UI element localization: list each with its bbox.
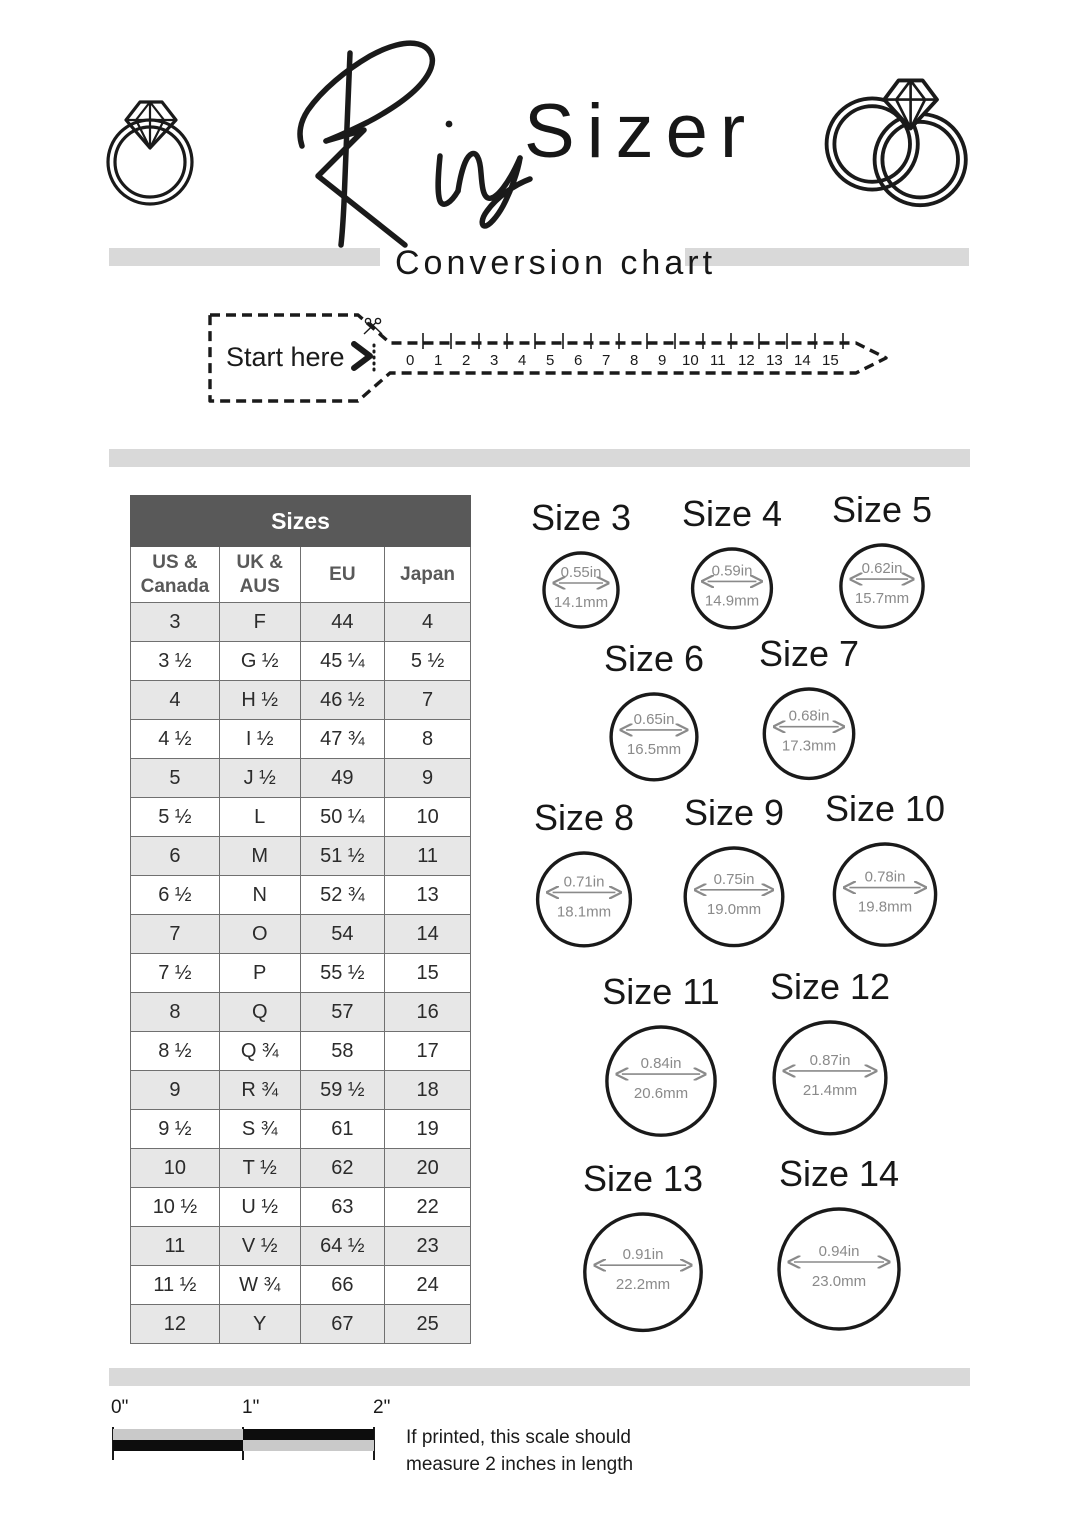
svg-text:19.0mm: 19.0mm <box>707 901 761 918</box>
svg-text:0.55in: 0.55in <box>561 564 602 581</box>
svg-text:14.1mm: 14.1mm <box>554 594 608 611</box>
svg-text:23.0mm: 23.0mm <box>812 1273 866 1290</box>
svg-text:17.3mm: 17.3mm <box>782 738 836 755</box>
svg-text:15.7mm: 15.7mm <box>855 590 909 607</box>
svg-text:0.65in: 0.65in <box>634 711 675 728</box>
svg-text:0.62in: 0.62in <box>862 560 903 577</box>
svg-text:0.75in: 0.75in <box>714 871 755 888</box>
svg-text:0.94in: 0.94in <box>819 1243 860 1260</box>
svg-text:19.8mm: 19.8mm <box>858 899 912 916</box>
svg-text:0.59in: 0.59in <box>712 562 753 579</box>
svg-text:0.87in: 0.87in <box>810 1052 851 1069</box>
svg-text:20.6mm: 20.6mm <box>634 1085 688 1102</box>
svg-text:0.71in: 0.71in <box>564 873 605 890</box>
svg-text:0.68in: 0.68in <box>789 708 830 725</box>
svg-text:22.2mm: 22.2mm <box>616 1276 670 1293</box>
svg-text:14.9mm: 14.9mm <box>705 592 759 609</box>
svg-text:21.4mm: 21.4mm <box>803 1082 857 1099</box>
svg-text:16.5mm: 16.5mm <box>627 741 681 758</box>
svg-text:0.84in: 0.84in <box>641 1055 682 1072</box>
svg-text:0.78in: 0.78in <box>865 869 906 886</box>
svg-text:0.91in: 0.91in <box>623 1246 664 1263</box>
svg-text:18.1mm: 18.1mm <box>557 903 611 920</box>
